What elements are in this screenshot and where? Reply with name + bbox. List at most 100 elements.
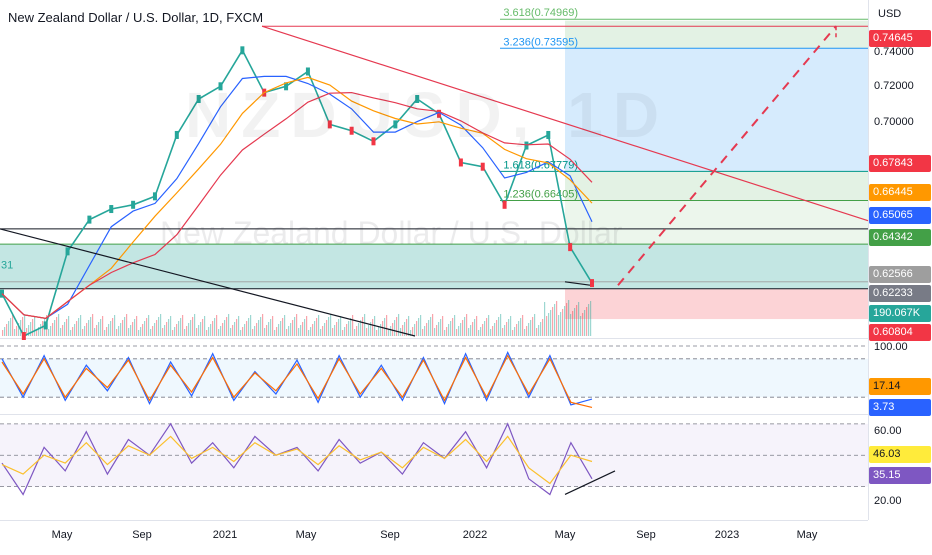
volume-bar (434, 328, 436, 336)
support-trendline (0, 228, 416, 337)
volume-bar (416, 321, 418, 336)
volume-bar (306, 316, 308, 336)
volume-bar (270, 319, 272, 336)
volume-bar (118, 326, 120, 336)
volume-bar (464, 317, 466, 336)
volume-bar (312, 324, 314, 336)
price-candle (546, 130, 551, 139)
volume-bar (338, 319, 340, 336)
volume-bar (402, 325, 404, 336)
volume-bar (352, 315, 354, 336)
volume-bar (586, 307, 588, 336)
volume-bar (276, 327, 278, 336)
volume-bar (506, 322, 508, 336)
price-candle (349, 126, 354, 135)
price-candle (502, 200, 507, 209)
volume-bar (28, 325, 30, 336)
volume-bar (376, 330, 378, 336)
volume-bar (468, 328, 470, 336)
volume-bar (256, 323, 258, 336)
volume-bar (502, 328, 504, 336)
volume-bar (210, 324, 212, 336)
volume-bar (314, 321, 316, 336)
volume-bar (428, 320, 430, 336)
volume-bar (382, 321, 384, 336)
fib-zone-green (565, 171, 868, 201)
volume-bar (254, 326, 256, 336)
volume-bar (304, 319, 306, 336)
volume-bar (384, 318, 386, 336)
x-tick-label: 2022 (462, 529, 488, 541)
volume-bar (280, 321, 282, 336)
volume-bar (296, 314, 298, 336)
price-axis-divider (868, 0, 869, 520)
volume-bar (70, 330, 72, 336)
currency-label: USD (878, 8, 902, 20)
volume-bar (566, 303, 568, 336)
volume-bar (66, 319, 68, 336)
volume-bar (92, 314, 94, 336)
volume-bar (326, 320, 328, 336)
volume-bar (30, 322, 32, 336)
volume-bar (246, 321, 248, 336)
x-tick-label: May (51, 529, 73, 541)
volume-bar (580, 316, 582, 336)
volume-bar (516, 324, 518, 336)
price-tag: 0.64342 (869, 229, 931, 246)
volume-bar (496, 320, 498, 336)
volume-bar (368, 325, 370, 336)
x-tick-label: May (554, 529, 576, 541)
price-candle (21, 332, 26, 340)
volume-bar (38, 327, 40, 336)
volume-bar (172, 330, 174, 336)
volume-bar (282, 318, 284, 336)
volume-bar (8, 321, 10, 336)
volume-bar (174, 327, 176, 336)
volume-bar (348, 321, 350, 336)
volume-bar (130, 325, 132, 336)
price-candle (393, 120, 398, 129)
x-tick-label: 2023 (714, 529, 740, 541)
volume-bar (378, 327, 380, 336)
volume-bar (454, 315, 456, 336)
volume-bar (562, 309, 564, 336)
volume-bar (318, 315, 320, 336)
volume-bar (336, 322, 338, 336)
rsi-value: 35.15 (869, 467, 931, 484)
volume-bar (554, 304, 556, 336)
volume-bar (202, 319, 204, 336)
volume-bar (252, 329, 254, 336)
volume-bar (388, 329, 390, 336)
volume-bar (84, 326, 86, 336)
price-tag: 0.62233 (869, 285, 931, 302)
volume-bar (196, 328, 198, 336)
volume-bar (34, 316, 36, 336)
volume-bar (178, 321, 180, 336)
volume-bar (522, 315, 524, 336)
price-candle (437, 109, 442, 118)
volume-bar (158, 317, 160, 336)
volume-bar (248, 318, 250, 336)
price-candle (174, 130, 179, 139)
volume-bar (492, 326, 494, 336)
volume-bar (480, 327, 482, 336)
volume-bar (582, 313, 584, 336)
volume-bar (208, 327, 210, 336)
panel-divider (0, 338, 868, 339)
volume-bar (110, 321, 112, 336)
volume-bar (422, 329, 424, 336)
volume-bar (18, 323, 20, 336)
volume-bar (206, 330, 208, 336)
volume-bar (550, 310, 552, 336)
volume-bar (144, 321, 146, 336)
rsi-ma-value: 46.03 (869, 446, 931, 463)
volume-bar (56, 317, 58, 336)
volume-bar (380, 324, 382, 336)
volume-bar (142, 324, 144, 336)
x-tick-label: Sep (132, 529, 152, 541)
volume-bar (366, 328, 368, 336)
volume-bar (80, 315, 82, 336)
volume-bar (48, 329, 50, 336)
